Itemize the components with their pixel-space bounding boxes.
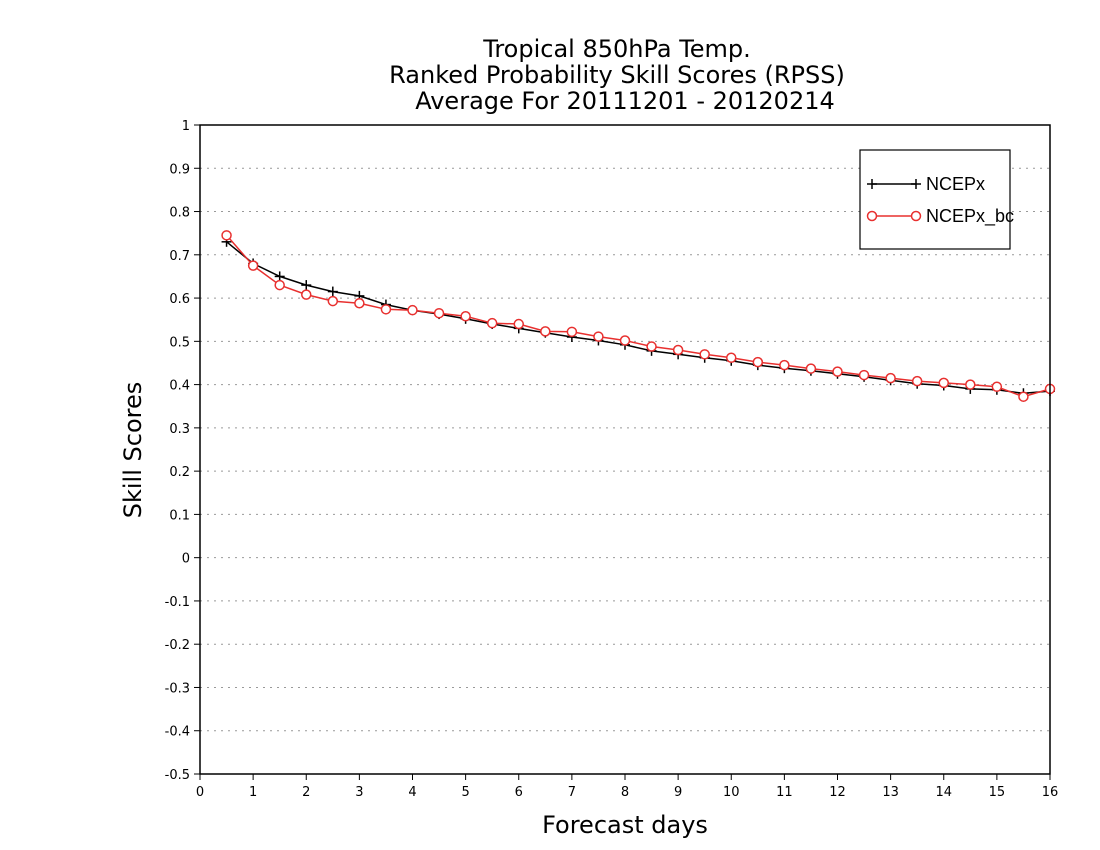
x-tick-label: 11: [776, 785, 793, 800]
y-tick-label: 0.9: [169, 162, 190, 177]
legend: NCEPx NCEPx_bc: [859, 149, 1014, 250]
legend-label: NCEPx: [926, 174, 985, 194]
data-point: [486, 317, 498, 329]
x-tick-label: 1: [249, 785, 257, 800]
x-tick-label: 8: [621, 785, 629, 800]
data-point: [779, 359, 790, 371]
data-point: [858, 369, 870, 381]
data-point: [938, 377, 949, 389]
x-tick-label: 4: [408, 785, 416, 800]
data-point: [965, 379, 976, 390]
x-tick-label: 10: [723, 785, 740, 800]
y-tick-label: -0.2: [165, 638, 190, 653]
y-tick-label: -0.1: [165, 595, 190, 610]
x-tick-label: 12: [829, 785, 846, 800]
data-point: [354, 298, 365, 309]
y-tick-label: 1: [182, 119, 190, 134]
data-point: [566, 326, 578, 338]
x-tick-label: 13: [882, 785, 899, 800]
chart-title: Tropical 850hPa Temp. Ranked Probability…: [389, 35, 845, 115]
x-tick-label: 2: [302, 785, 310, 800]
legend-box: [859, 149, 1011, 250]
data-point: [380, 304, 392, 315]
data-point: [593, 331, 604, 342]
data-point: [460, 310, 471, 322]
legend-marker: [866, 210, 878, 222]
data-point: [619, 335, 631, 346]
data-point: [433, 307, 445, 319]
y-tick-label: -0.3: [165, 681, 190, 696]
series-line: [226, 234, 1051, 398]
data-point: [540, 326, 551, 337]
series-line: [226, 241, 1051, 395]
gridlines: [200, 167, 1050, 732]
legend-marker: [911, 179, 921, 189]
data-point: [274, 271, 285, 282]
data-point: [911, 375, 923, 387]
x-tick-label: 0: [196, 785, 204, 800]
legend-marker: [910, 210, 922, 222]
y-tick-label: 0.7: [169, 249, 190, 264]
legend-entry: NCEPx_bc: [866, 206, 1014, 227]
data-point: [672, 344, 684, 356]
y-tick-label: 0.3: [169, 422, 190, 437]
series-ncepx: [221, 236, 1055, 399]
data-point: [885, 372, 896, 384]
data-point: [301, 280, 312, 291]
y-tick-label: 0.2: [169, 465, 190, 480]
y-tick-label: 0: [182, 552, 190, 567]
x-tick-label: 16: [1042, 785, 1059, 800]
data-point: [327, 295, 339, 307]
y-tick-label: -0.5: [165, 768, 190, 783]
title-line-3: Average For 20111201 - 20120214: [415, 87, 835, 115]
x-tick-label: 14: [935, 785, 952, 800]
data-point: [407, 304, 418, 316]
y-tick-label: 0.8: [169, 206, 190, 221]
x-tick-label: 6: [515, 785, 523, 800]
x-tick-label: 5: [461, 785, 469, 800]
x-tick-label: 3: [355, 785, 363, 800]
data-point: [221, 230, 232, 241]
legend-entry: NCEPx: [867, 174, 985, 194]
legend-marker: [867, 179, 877, 189]
data-point: [513, 318, 524, 330]
plot-frame: [199, 124, 1051, 775]
y-tick-label: -0.4: [165, 725, 190, 740]
y-tick-label: 0.1: [169, 508, 190, 523]
y-tick-label: 0.5: [169, 335, 190, 350]
data-point: [699, 349, 710, 360]
title-line-1: Tropical 850hPa Temp.: [482, 35, 751, 63]
y-tick-label: 0.4: [169, 379, 190, 394]
x-axis-label: Forecast days: [542, 811, 708, 839]
data-point: [832, 366, 843, 377]
y-axis-label: Skill Scores: [119, 382, 147, 519]
data-point: [805, 363, 817, 374]
data-point: [247, 260, 259, 271]
data-point: [301, 289, 312, 300]
x-tick-label: 9: [674, 785, 682, 800]
title-line-2: Ranked Probability Skill Scores (RPSS): [389, 61, 845, 89]
y-axis-ticks: 1 0.9 0.8 0.7 0.6 0.5 0.4 0.3 0.2 0.1 0 -0.1 -0.2 -0.…: [165, 119, 200, 783]
data-point: [274, 279, 285, 291]
x-tick-label: 7: [568, 785, 576, 800]
series-ncepx-bc: [221, 230, 1056, 402]
legend-label: NCEPx_bc: [926, 206, 1014, 227]
y-tick-label: 0.6: [169, 292, 190, 307]
data-point: [1018, 391, 1029, 402]
data-point: [752, 356, 764, 368]
data-point: [726, 352, 737, 364]
data-point: [327, 286, 338, 297]
x-axis-ticks: 0 1 2 3 4 5 6 7 8 9 10 11 12 13 14 15 16: [196, 774, 1058, 800]
data-point: [991, 381, 1003, 393]
x-tick-label: 15: [989, 785, 1006, 800]
data-point: [646, 341, 657, 352]
series: [221, 230, 1056, 402]
